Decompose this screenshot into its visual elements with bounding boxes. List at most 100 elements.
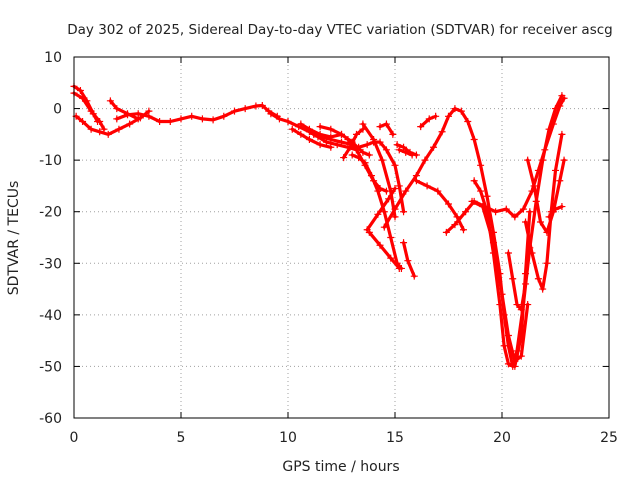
- data-point: [556, 177, 564, 185]
- data-point: [470, 177, 478, 185]
- data-point: [340, 154, 348, 162]
- series-track-j: [316, 123, 373, 159]
- data-point: [393, 141, 401, 149]
- data-point: [126, 120, 134, 128]
- data-point: [124, 111, 131, 119]
- data-point: [511, 213, 519, 221]
- data-point: [524, 156, 532, 164]
- data-point: [442, 228, 450, 236]
- series-track-aa: [468, 197, 532, 365]
- x-tick-label: 20: [493, 430, 511, 446]
- data-point: [79, 94, 87, 102]
- chart-title: Day 302 of 2025, Sidereal Day-to-day VTE…: [67, 22, 612, 38]
- y-tick-label: -60: [39, 411, 62, 427]
- data-point: [166, 117, 174, 125]
- data-point: [209, 116, 217, 124]
- data-point: [451, 105, 459, 113]
- data-point: [241, 105, 249, 113]
- axis-ticks: 0 5 10 15 20 25 10 0 -10 -20 -30 -40 -50 -60: [39, 50, 618, 446]
- data-point: [400, 208, 408, 216]
- data-point: [477, 187, 485, 195]
- data-point: [156, 117, 164, 125]
- data-point: [517, 352, 525, 360]
- data-point: [275, 115, 283, 123]
- data-point: [511, 357, 519, 365]
- data-point: [316, 141, 324, 149]
- data-point: [528, 249, 536, 257]
- data-point: [438, 128, 446, 136]
- data-point: [363, 141, 371, 149]
- series-track-ae: [545, 203, 566, 221]
- data-point: [267, 110, 275, 118]
- data-point: [284, 117, 292, 125]
- data-point: [391, 205, 399, 213]
- data-point: [113, 105, 121, 113]
- data-point: [376, 123, 384, 131]
- data-point: [327, 125, 335, 133]
- data-point: [558, 130, 566, 138]
- data-point: [380, 223, 388, 231]
- data-point: [560, 156, 568, 164]
- data-point: [400, 143, 408, 151]
- data-point: [355, 143, 363, 151]
- data-point: [198, 115, 206, 123]
- x-tick-label: 25: [600, 430, 618, 446]
- data-point: [451, 221, 459, 229]
- data-point: [359, 120, 367, 128]
- data-point: [556, 102, 564, 110]
- data-point: [327, 136, 335, 144]
- data-point: [318, 133, 326, 141]
- x-tick-label: 15: [386, 430, 404, 446]
- data-point: [344, 136, 352, 144]
- data-point: [231, 107, 238, 115]
- data-point: [297, 130, 305, 138]
- data-point: [526, 208, 534, 216]
- series-track-y: [442, 94, 568, 236]
- series-track-v: [400, 239, 418, 280]
- data-point: [430, 143, 438, 151]
- data-point: [560, 94, 568, 102]
- data-point: [552, 166, 559, 174]
- data-point: [504, 249, 512, 257]
- data-point: [395, 146, 403, 154]
- data-point: [445, 200, 452, 208]
- y-tick-label: 10: [44, 50, 62, 66]
- x-tick-label: 0: [70, 430, 79, 446]
- data-point: [404, 257, 412, 265]
- series-track-t: [393, 141, 420, 159]
- data-point: [406, 148, 414, 156]
- data-point: [445, 112, 452, 120]
- data-point: [417, 123, 425, 131]
- data-point: [104, 130, 112, 138]
- data-point: [188, 112, 196, 120]
- data-point: [524, 301, 532, 309]
- data-point: [391, 213, 399, 221]
- data-point: [492, 208, 500, 216]
- data-point: [464, 117, 472, 125]
- series-line: [367, 230, 401, 270]
- data-point: [310, 130, 318, 138]
- data-point: [410, 272, 418, 280]
- series-line: [402, 241, 416, 278]
- data-point: [378, 156, 386, 164]
- data-point: [370, 136, 378, 144]
- data-point: [387, 254, 395, 262]
- data-point: [370, 177, 378, 185]
- data-point: [468, 197, 476, 205]
- data-point: [382, 120, 390, 128]
- series-track-w: [417, 112, 440, 131]
- y-tick-label: 0: [53, 102, 62, 118]
- series-track-r: [376, 120, 397, 138]
- data-point: [421, 156, 429, 164]
- data-point: [338, 130, 345, 138]
- series-line: [108, 99, 140, 121]
- data-point: [543, 228, 551, 236]
- data-point: [502, 205, 510, 213]
- data-point: [365, 228, 373, 236]
- data-point: [504, 360, 512, 368]
- data-point: [258, 101, 266, 109]
- series-line: [365, 186, 397, 232]
- data-point: [539, 285, 547, 293]
- plot-frame: [73, 56, 610, 419]
- data-point: [434, 187, 442, 195]
